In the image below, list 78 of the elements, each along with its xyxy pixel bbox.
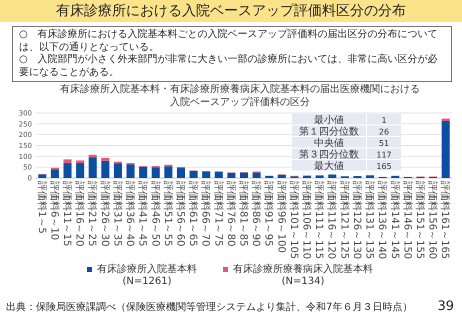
x-tick-label: 評価料71～75 <box>212 181 224 246</box>
x-tick-label: 評価料126～130 <box>350 181 363 260</box>
x-tick-label: 評価料156～160 <box>426 181 439 260</box>
x-tick-label: 評価料121～125 <box>338 181 350 260</box>
bar <box>76 160 84 164</box>
bar <box>278 174 286 178</box>
bar <box>101 160 110 178</box>
x-tick-label: 評価料91～95 <box>262 181 275 246</box>
x-tick-label: 評価料161～165 <box>439 181 452 260</box>
x-tick-label: 評価料31～35 <box>111 181 124 246</box>
annotation: 51 <box>378 139 390 148</box>
bar <box>76 163 84 178</box>
chart-title: 有床診療所における入院ベースアップ評価料区分の分布 <box>0 0 462 22</box>
x-tick-label: 評価料1～5 <box>36 181 48 234</box>
text: ○ 有床診療所における入院基本料ごとの入院ベースアップ評価料の届出区分の分布については、以下の通りとなっている。 <box>19 29 439 54</box>
bar <box>366 175 374 178</box>
bar <box>101 158 110 161</box>
x-tick-label: 評価料46～50 <box>149 181 162 246</box>
bar <box>176 168 186 178</box>
x-tick-label: 評価料21～25 <box>86 181 98 246</box>
annotation: 第１四分位数 <box>299 126 359 138</box>
annotation: 第３四分位数 <box>299 148 359 160</box>
annotation: 中央値 <box>314 137 344 149</box>
x-tick-label: 評価料141～145 <box>388 181 401 260</box>
bar <box>252 172 261 178</box>
bar <box>240 172 248 178</box>
source-note: 出典：保険局医療課調べ（保険医療機関等管理システムより集計、令和7年６月３日時点） <box>6 302 412 314</box>
bar <box>126 164 135 178</box>
x-tick-label: 評価料41～45 <box>136 181 149 246</box>
bar <box>38 174 46 178</box>
bar <box>442 121 450 178</box>
x-tick-label: 評価料26～30 <box>98 181 111 246</box>
legend-label: 有床診療所療養病床入院基本料 (N=134) <box>232 264 374 288</box>
x-tick-label: 評価料101～105 <box>288 181 300 260</box>
x-tick-label: 評価料136～140 <box>376 181 388 260</box>
annotation: 165 <box>376 162 392 171</box>
text: 39 <box>437 299 454 314</box>
bar <box>50 170 59 178</box>
x-tick-label: 評価料61～65 <box>187 181 200 246</box>
annotation: 最大値 <box>314 160 344 172</box>
bar <box>63 159 72 164</box>
x-tick-label: 評価料146～150 <box>401 181 414 260</box>
x-tick-label: 評価料56～60 <box>174 181 186 246</box>
bar <box>139 166 148 178</box>
bar <box>227 172 236 178</box>
x-tick-label: 評価料111～115 <box>313 181 326 260</box>
x-tick-label: 評価料131～135 <box>364 181 376 260</box>
x-tick-label: 評価料51～55 <box>162 181 174 246</box>
x-tick-label: 評価料81～85 <box>238 181 250 246</box>
bar <box>202 171 210 178</box>
bar <box>152 167 160 178</box>
x-tick-label: 評価料96～100 <box>275 181 288 253</box>
x-tick-label: 評価料66～70 <box>200 181 212 246</box>
legend-label: 有床診療所入院基本料 (N=1261) <box>96 264 198 288</box>
annotation: 最小値 <box>314 114 344 126</box>
x-tick-label: 評価料106～110 <box>300 181 313 260</box>
x-tick-label: 評価料116～120 <box>326 181 338 260</box>
bar <box>316 175 324 178</box>
annotation: 117 <box>376 150 392 160</box>
annotation: 26 <box>378 128 390 136</box>
bar <box>164 166 172 178</box>
chart-subtitle: 有床診療所入院基本料・有床診療所療養病床入院基本料の届出医療機関における入院ベースアップ評価料の区分 <box>60 84 420 109</box>
bar <box>190 170 198 178</box>
bar <box>63 163 72 178</box>
annotation: 1 <box>381 116 387 125</box>
bar <box>442 118 450 122</box>
x-tick-label: 評価料16～20 <box>74 181 86 246</box>
x-tick-label: 評価料36～40 <box>124 181 136 246</box>
bar <box>328 174 336 178</box>
x-tick-label: 評価料6～10 <box>48 181 60 240</box>
x-tick-label: 評価料11～15 <box>61 181 74 246</box>
bar <box>214 172 223 178</box>
x-tick-label: 評価料86～90 <box>250 181 262 246</box>
bar <box>114 163 122 178</box>
bar <box>88 157 97 178</box>
text: ○ 入院部門が小さく外来部門が非常に大きい一部の診療所においては、非常に高い区分が必要になることがある。 <box>19 54 439 79</box>
x-tick-label: 評価料151～155 <box>414 181 426 260</box>
x-tick-label: 評価料76～80 <box>224 181 237 246</box>
